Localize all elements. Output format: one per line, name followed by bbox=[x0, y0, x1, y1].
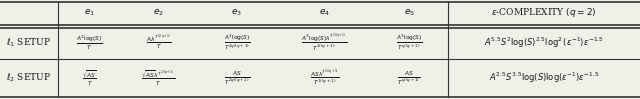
Text: $\frac{A^3\log(S)}{T^{2q/(q+1)}}$: $\frac{A^3\log(S)}{T^{2q/(q+1)}}$ bbox=[223, 33, 250, 52]
Text: $\frac{A^3\log(S)}{T^{q/(q+1)}}$: $\frac{A^3\log(S)}{T^{q/(q+1)}}$ bbox=[396, 33, 422, 52]
Text: $\frac{AS}{T^{q/(q+1)}}$: $\frac{AS}{T^{q/(q+1)}}$ bbox=[397, 69, 421, 87]
Text: $\frac{AS\lambda^{T^{1/(q+1)}}}{T^{1/(q+1)}}$: $\frac{AS\lambda^{T^{1/(q+1)}}}{T^{1/(q+… bbox=[310, 68, 339, 88]
Text: $\epsilon$-COMPLEXITY $(q=2)$: $\epsilon$-COMPLEXITY $(q=2)$ bbox=[492, 6, 596, 19]
Text: $A^{2.5}S^{3.5}\log(S)\log(\epsilon^{-1})\epsilon^{-1.5}$: $A^{2.5}S^{3.5}\log(S)\log(\epsilon^{-1}… bbox=[489, 71, 599, 85]
Text: $\frac{A^3\log(S)\lambda^{T^{1/(q+1)}}}{T^{1/(q+1)}}$: $\frac{A^3\log(S)\lambda^{T^{1/(q+1)}}}{… bbox=[301, 32, 348, 53]
Text: $e_5$: $e_5$ bbox=[404, 8, 415, 18]
Text: $\ell_1$ SETUP: $\ell_1$ SETUP bbox=[6, 36, 52, 49]
Text: $e_2$: $e_2$ bbox=[153, 8, 164, 18]
Text: $e_1$: $e_1$ bbox=[84, 8, 95, 18]
Text: $e_3$: $e_3$ bbox=[232, 8, 243, 18]
Text: $\frac{\sqrt{AS}\lambda^{T^{1/(q+1)}}}{T}$: $\frac{\sqrt{AS}\lambda^{T^{1/(q+1)}}}{T… bbox=[141, 69, 175, 88]
Text: $\frac{A^2\log(S)}{T}$: $\frac{A^2\log(S)}{T}$ bbox=[76, 33, 103, 52]
Text: $\frac{A\lambda^{T^{1/(q+1)}}}{T}$: $\frac{A\lambda^{T^{1/(q+1)}}}{T}$ bbox=[146, 33, 172, 52]
Text: $\frac{\sqrt{AS}}{T}$: $\frac{\sqrt{AS}}{T}$ bbox=[83, 69, 97, 88]
Text: $A^{5.5}S^2\log(S)^{2.5}\log^2(\epsilon^{-1})\epsilon^{-1.5}$: $A^{5.5}S^2\log(S)^{2.5}\log^2(\epsilon^… bbox=[484, 35, 604, 50]
Text: $\ell_2$ SETUP: $\ell_2$ SETUP bbox=[6, 72, 52, 84]
Text: $\frac{AS}{T^{2q/(q+1)}}$: $\frac{AS}{T^{2q/(q+1)}}$ bbox=[224, 69, 250, 87]
Text: $e_4$: $e_4$ bbox=[319, 8, 330, 18]
